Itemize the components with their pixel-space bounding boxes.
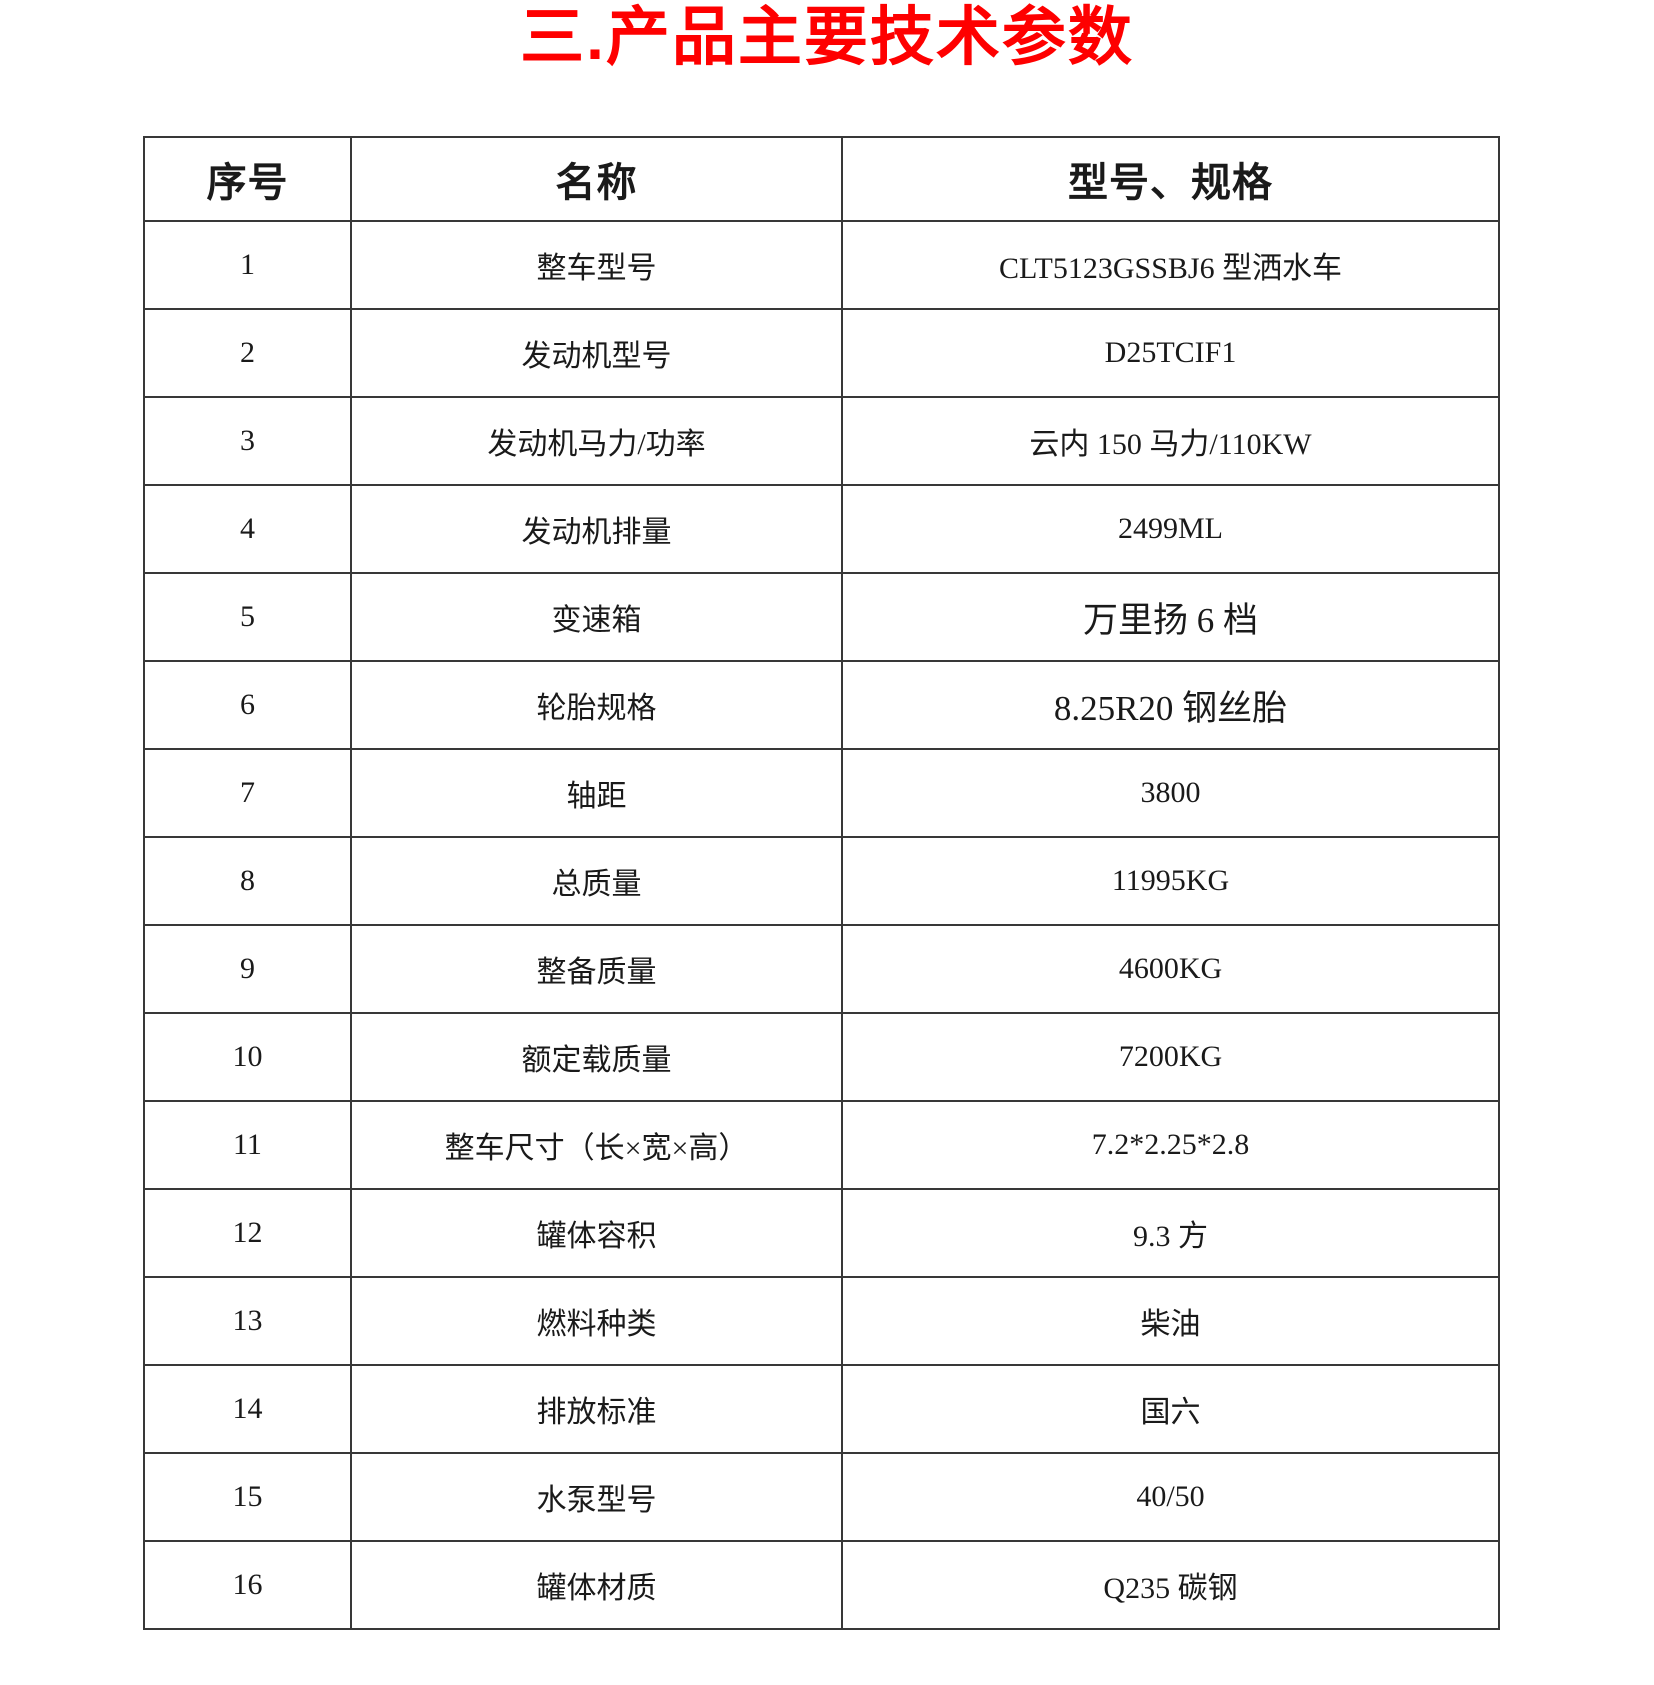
spec-cell: D25TCIF1 bbox=[841, 308, 1500, 399]
name-cell: 水泵型号 bbox=[350, 1452, 843, 1543]
name-cell: 罐体材质 bbox=[350, 1540, 843, 1631]
name-cell: 排放标准 bbox=[350, 1364, 843, 1455]
name-cell: 发动机型号 bbox=[350, 308, 843, 399]
spec-cell: 国六 bbox=[841, 1364, 1500, 1455]
table-row: 2 发动机型号 D25TCIF1 bbox=[143, 308, 1500, 399]
name-cell: 总质量 bbox=[350, 836, 843, 927]
spec-cell: 2499ML bbox=[841, 484, 1500, 575]
spec-cell: 8.25R20 钢丝胎 bbox=[841, 660, 1500, 751]
header-row: 序号 名称 型号、规格 bbox=[143, 136, 1500, 223]
row-number-cell: 2 bbox=[143, 308, 352, 399]
table-row: 14 排放标准 国六 bbox=[143, 1364, 1500, 1455]
page-title: 三.产品主要技术参数 bbox=[520, 1, 1134, 73]
name-cell: 变速箱 bbox=[350, 572, 843, 663]
name-cell: 整车型号 bbox=[350, 220, 843, 311]
spec-cell: 柴油 bbox=[841, 1276, 1500, 1367]
name-cell: 发动机排量 bbox=[350, 484, 843, 575]
name-cell: 整备质量 bbox=[350, 924, 843, 1015]
name-cell: 整车尺寸（长×宽×高） bbox=[350, 1100, 843, 1191]
row-number-cell: 1 bbox=[143, 220, 352, 311]
name-cell: 罐体容积 bbox=[350, 1188, 843, 1279]
spec-cell: 9.3 方 bbox=[841, 1188, 1500, 1279]
row-number-cell: 7 bbox=[143, 748, 352, 839]
row-number-cell: 4 bbox=[143, 484, 352, 575]
spec-cell: 3800 bbox=[841, 748, 1500, 839]
table-row: 5 变速箱 万里扬 6 档 bbox=[143, 572, 1500, 663]
spec-table-header: 序号 名称 型号、规格 bbox=[143, 136, 1500, 223]
row-number-cell: 10 bbox=[143, 1012, 352, 1103]
table-row: 6 轮胎规格 8.25R20 钢丝胎 bbox=[143, 660, 1500, 751]
table-row: 13 燃料种类 柴油 bbox=[143, 1276, 1500, 1367]
row-number-cell: 12 bbox=[143, 1188, 352, 1279]
spec-cell: 云内 150 马力/110KW bbox=[841, 396, 1500, 487]
table-row: 1 整车型号 CLT5123GSSBJ6 型洒水车 bbox=[143, 220, 1500, 311]
table-row: 16 罐体材质 Q235 碳钢 bbox=[143, 1540, 1500, 1631]
spec-cell: Q235 碳钢 bbox=[841, 1540, 1500, 1631]
table-row: 3 发动机马力/功率 云内 150 马力/110KW bbox=[143, 396, 1500, 487]
table-row: 12 罐体容积 9.3 方 bbox=[143, 1188, 1500, 1279]
name-cell: 燃料种类 bbox=[350, 1276, 843, 1367]
row-number-cell: 8 bbox=[143, 836, 352, 927]
row-number-cell: 3 bbox=[143, 396, 352, 487]
name-cell: 额定载质量 bbox=[350, 1012, 843, 1103]
spec-table: 序号 名称 型号、规格 1 整车型号 CLT5123GSSBJ6 型洒水车 2 发动机型… bbox=[143, 136, 1500, 1631]
row-number-cell: 15 bbox=[143, 1452, 352, 1543]
spec-cell: 7200KG bbox=[841, 1012, 1500, 1103]
row-number-cell: 16 bbox=[143, 1540, 352, 1631]
table-row: 7 轴距 3800 bbox=[143, 748, 1500, 839]
spec-cell: 7.2*2.25*2.8 bbox=[841, 1100, 1500, 1191]
column-header-number: 序号 bbox=[143, 136, 352, 223]
table-row: 9 整备质量 4600KG bbox=[143, 924, 1500, 1015]
spec-cell: 11995KG bbox=[841, 836, 1500, 927]
row-number-cell: 13 bbox=[143, 1276, 352, 1367]
spec-cell: CLT5123GSSBJ6 型洒水车 bbox=[841, 220, 1500, 311]
row-number-cell: 5 bbox=[143, 572, 352, 663]
row-number-cell: 9 bbox=[143, 924, 352, 1015]
column-header-spec: 型号、规格 bbox=[841, 136, 1500, 223]
name-cell: 轴距 bbox=[350, 748, 843, 839]
spec-cell: 4600KG bbox=[841, 924, 1500, 1015]
table-row: 4 发动机排量 2499ML bbox=[143, 484, 1500, 575]
row-number-cell: 6 bbox=[143, 660, 352, 751]
column-header-name: 名称 bbox=[350, 136, 843, 223]
spec-cell: 万里扬 6 档 bbox=[841, 572, 1500, 663]
row-number-cell: 11 bbox=[143, 1100, 352, 1191]
table-row: 11 整车尺寸（长×宽×高） 7.2*2.25*2.8 bbox=[143, 1100, 1500, 1191]
table-row: 8 总质量 11995KG bbox=[143, 836, 1500, 927]
spec-table-body: 1 整车型号 CLT5123GSSBJ6 型洒水车 2 发动机型号 D25TCIF1 3 发动… bbox=[143, 220, 1500, 1631]
row-number-cell: 14 bbox=[143, 1364, 352, 1455]
table-row: 15 水泵型号 40/50 bbox=[143, 1452, 1500, 1543]
spec-cell: 40/50 bbox=[841, 1452, 1500, 1543]
name-cell: 发动机马力/功率 bbox=[350, 396, 843, 487]
name-cell: 轮胎规格 bbox=[350, 660, 843, 751]
table-row: 10 额定载质量 7200KG bbox=[143, 1012, 1500, 1103]
